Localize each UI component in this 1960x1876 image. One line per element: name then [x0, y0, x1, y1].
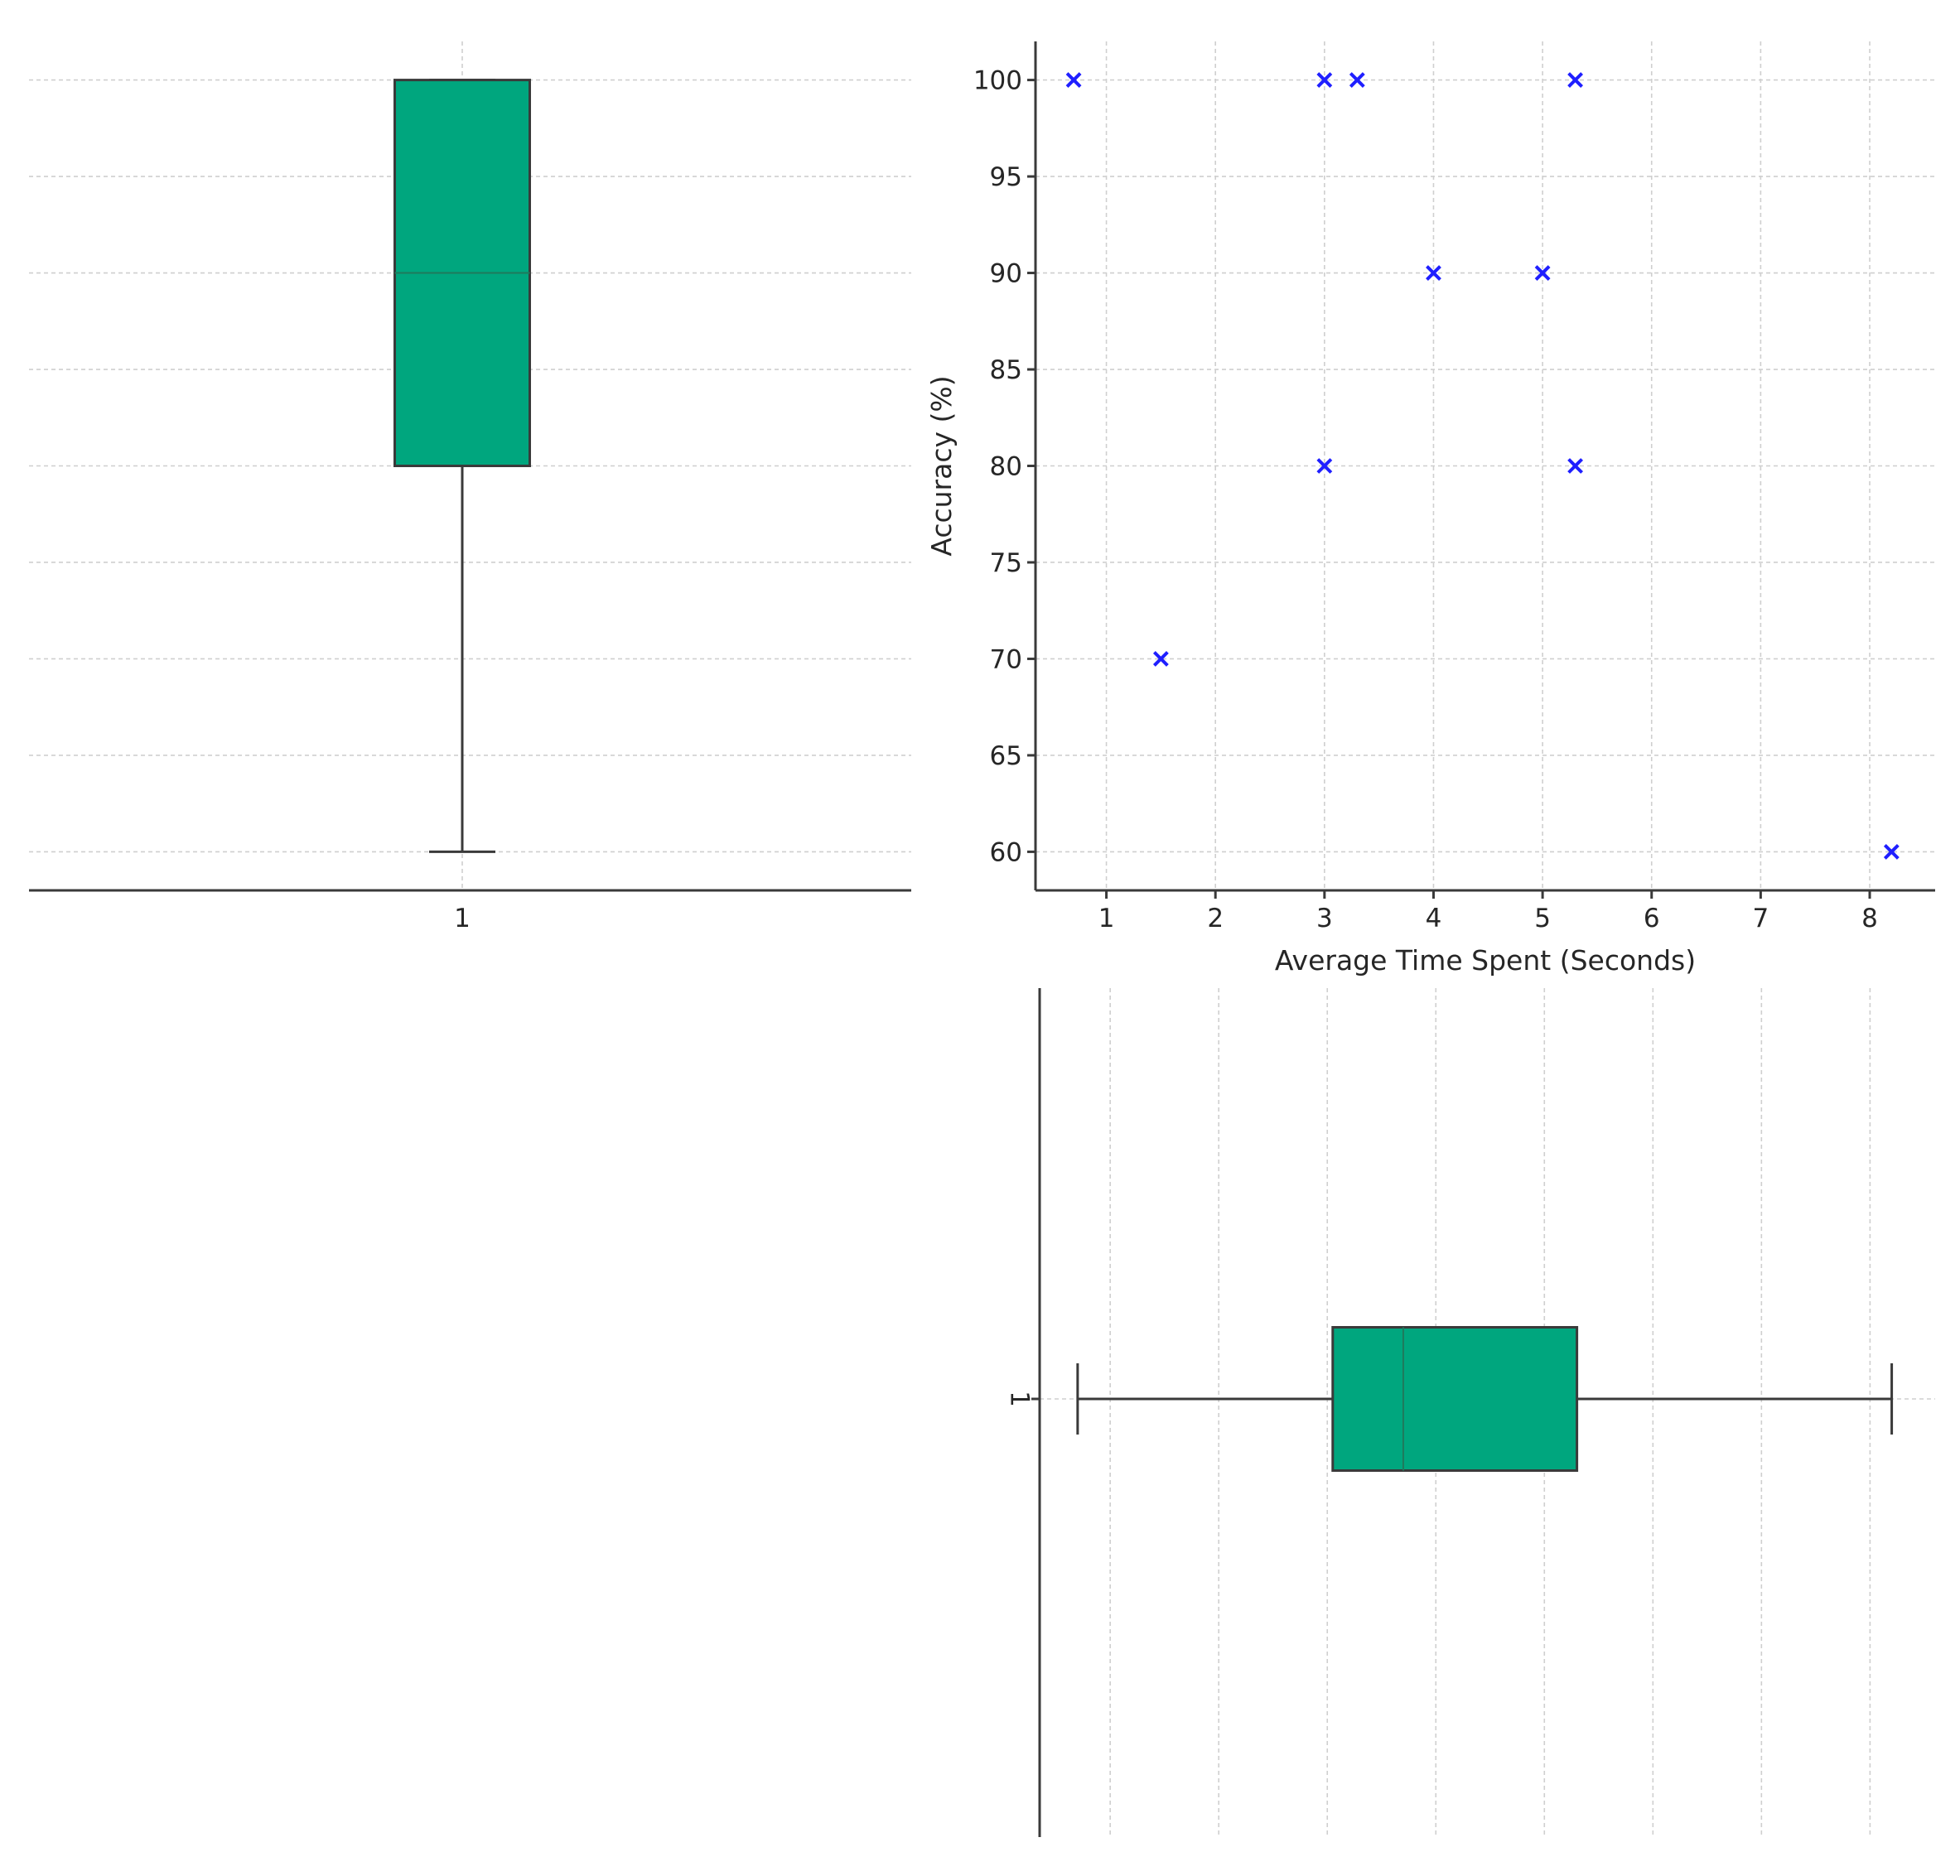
scatter-x-tick-label-4: 4 — [1426, 904, 1442, 933]
scatter-gridlines — [1036, 41, 1935, 890]
scatter-y-tick-label-85: 85 — [990, 355, 1022, 385]
scatter-x-tick-label-5: 5 — [1534, 904, 1551, 933]
scatter-y-tick-label-100: 100 — [973, 66, 1022, 96]
scatter-point-7 — [1316, 458, 1333, 474]
scatter-point-5 — [1426, 265, 1441, 281]
scatter-point-2 — [1316, 72, 1333, 89]
scatter-x-tick-label-2: 2 — [1207, 904, 1224, 933]
scatter-x-tick-label-1: 1 — [1098, 904, 1115, 933]
scatter-x-axis-label: Average Time Spent (Seconds) — [1275, 944, 1696, 977]
scatter-point-10 — [1883, 843, 1900, 860]
accuracy-time-scatter-panel: 1 2 3 4 5 6 7 8 60 65 70 75 80 85 90 95 100 Average Tim… — [925, 41, 1935, 977]
scatter-point-4 — [1567, 72, 1584, 89]
scatter-point-stroke-b — [1316, 72, 1333, 89]
scatter-point-8 — [1567, 458, 1584, 474]
accuracy-boxplot-marks — [393, 79, 531, 853]
scatter-y-tick-label-65: 65 — [990, 741, 1022, 771]
time-boxplot-marks — [1031, 1326, 1894, 1472]
scatter-y-tick-label-90: 90 — [990, 259, 1022, 289]
scatter-y-tick-label-80: 80 — [990, 452, 1022, 482]
scatter-point-stroke-b — [1065, 72, 1082, 89]
scatter-x-tick-label-7: 7 — [1753, 904, 1769, 933]
accuracy-boxplot-panel: 1 — [29, 41, 911, 933]
scatter-point-stroke-b — [1534, 265, 1551, 281]
scatter-point-1 — [1065, 72, 1082, 89]
scatter-point-stroke-b — [1426, 265, 1441, 281]
scatter-point-stroke-b — [1349, 72, 1365, 89]
time-boxplot-y-tick-label: 1 — [1005, 1391, 1035, 1407]
scatter-points — [1065, 72, 1900, 860]
scatter-x-tick-label-3: 3 — [1316, 904, 1333, 933]
scatter-x-tick-labels: 1 2 3 4 5 6 7 8 — [1098, 890, 1878, 933]
scatter-point-stroke-b — [1567, 72, 1584, 89]
scatter-point-3 — [1349, 72, 1365, 89]
scatter-y-tick-label-70: 70 — [990, 644, 1022, 674]
scatter-x-tick-label-8: 8 — [1861, 904, 1878, 933]
scatter-y-tick-label-60: 60 — [990, 837, 1022, 867]
scatter-point-stroke-b — [1316, 458, 1333, 474]
scatter-x-tick-label-6: 6 — [1644, 904, 1660, 933]
time-boxplot-panel: 1 — [1005, 988, 1935, 1837]
scatter-point-6 — [1534, 265, 1551, 281]
scatter-point-stroke-b — [1567, 458, 1584, 474]
accuracy-boxplot-x-tick-label: 1 — [454, 904, 471, 933]
scatter-y-axis-label: Accuracy (%) — [925, 375, 958, 556]
scatter-y-tick-label-75: 75 — [990, 548, 1022, 578]
scatter-point-stroke-b — [1152, 651, 1169, 667]
scatter-y-tick-label-95: 95 — [990, 162, 1022, 192]
scatter-point-9 — [1152, 651, 1169, 667]
scatter-point-stroke-b — [1883, 843, 1900, 860]
time-box-iqr — [1331, 1326, 1579, 1472]
scatter-y-tick-labels: 60 65 70 75 80 85 90 95 100 — [973, 66, 1036, 867]
